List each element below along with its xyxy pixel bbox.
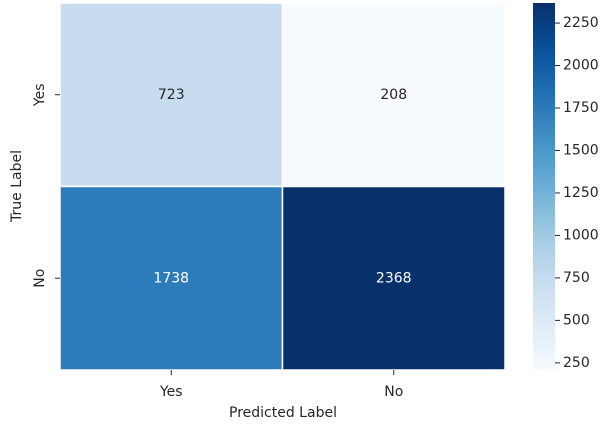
heatmap-cell — [59, 2, 284, 188]
colorbar-tick-label: 1250 — [563, 185, 599, 201]
colorbar-tick-label: 2000 — [563, 58, 599, 74]
cell-label: 208 — [380, 87, 407, 103]
colorbar-tick-label: 1750 — [563, 100, 599, 116]
heatmap-cell — [281, 2, 506, 188]
colorbar-tick-label: 1500 — [563, 142, 599, 158]
heatmap-cell — [59, 185, 284, 371]
x-tick-label: No — [384, 384, 403, 400]
y-tick-label: Yes — [32, 83, 48, 107]
x-axis-label: Predicted Label — [229, 405, 337, 421]
cell-label: 723 — [158, 87, 185, 103]
colorbar — [533, 3, 555, 370]
cell-label: 1738 — [153, 270, 189, 286]
colorbar-tick-label: 2250 — [563, 15, 599, 31]
cell-label: 2368 — [376, 270, 412, 286]
y-tick-label: No — [32, 269, 48, 288]
heatmap-cell — [281, 185, 506, 371]
colorbar-tick-label: 500 — [563, 312, 590, 328]
colorbar-tick-label: 750 — [563, 270, 590, 286]
y-axis-label: True Label — [9, 150, 25, 223]
x-tick-label: Yes — [159, 384, 183, 400]
colorbar-tick-label: 1000 — [563, 227, 599, 243]
colorbar-tick-label: 250 — [563, 355, 590, 371]
